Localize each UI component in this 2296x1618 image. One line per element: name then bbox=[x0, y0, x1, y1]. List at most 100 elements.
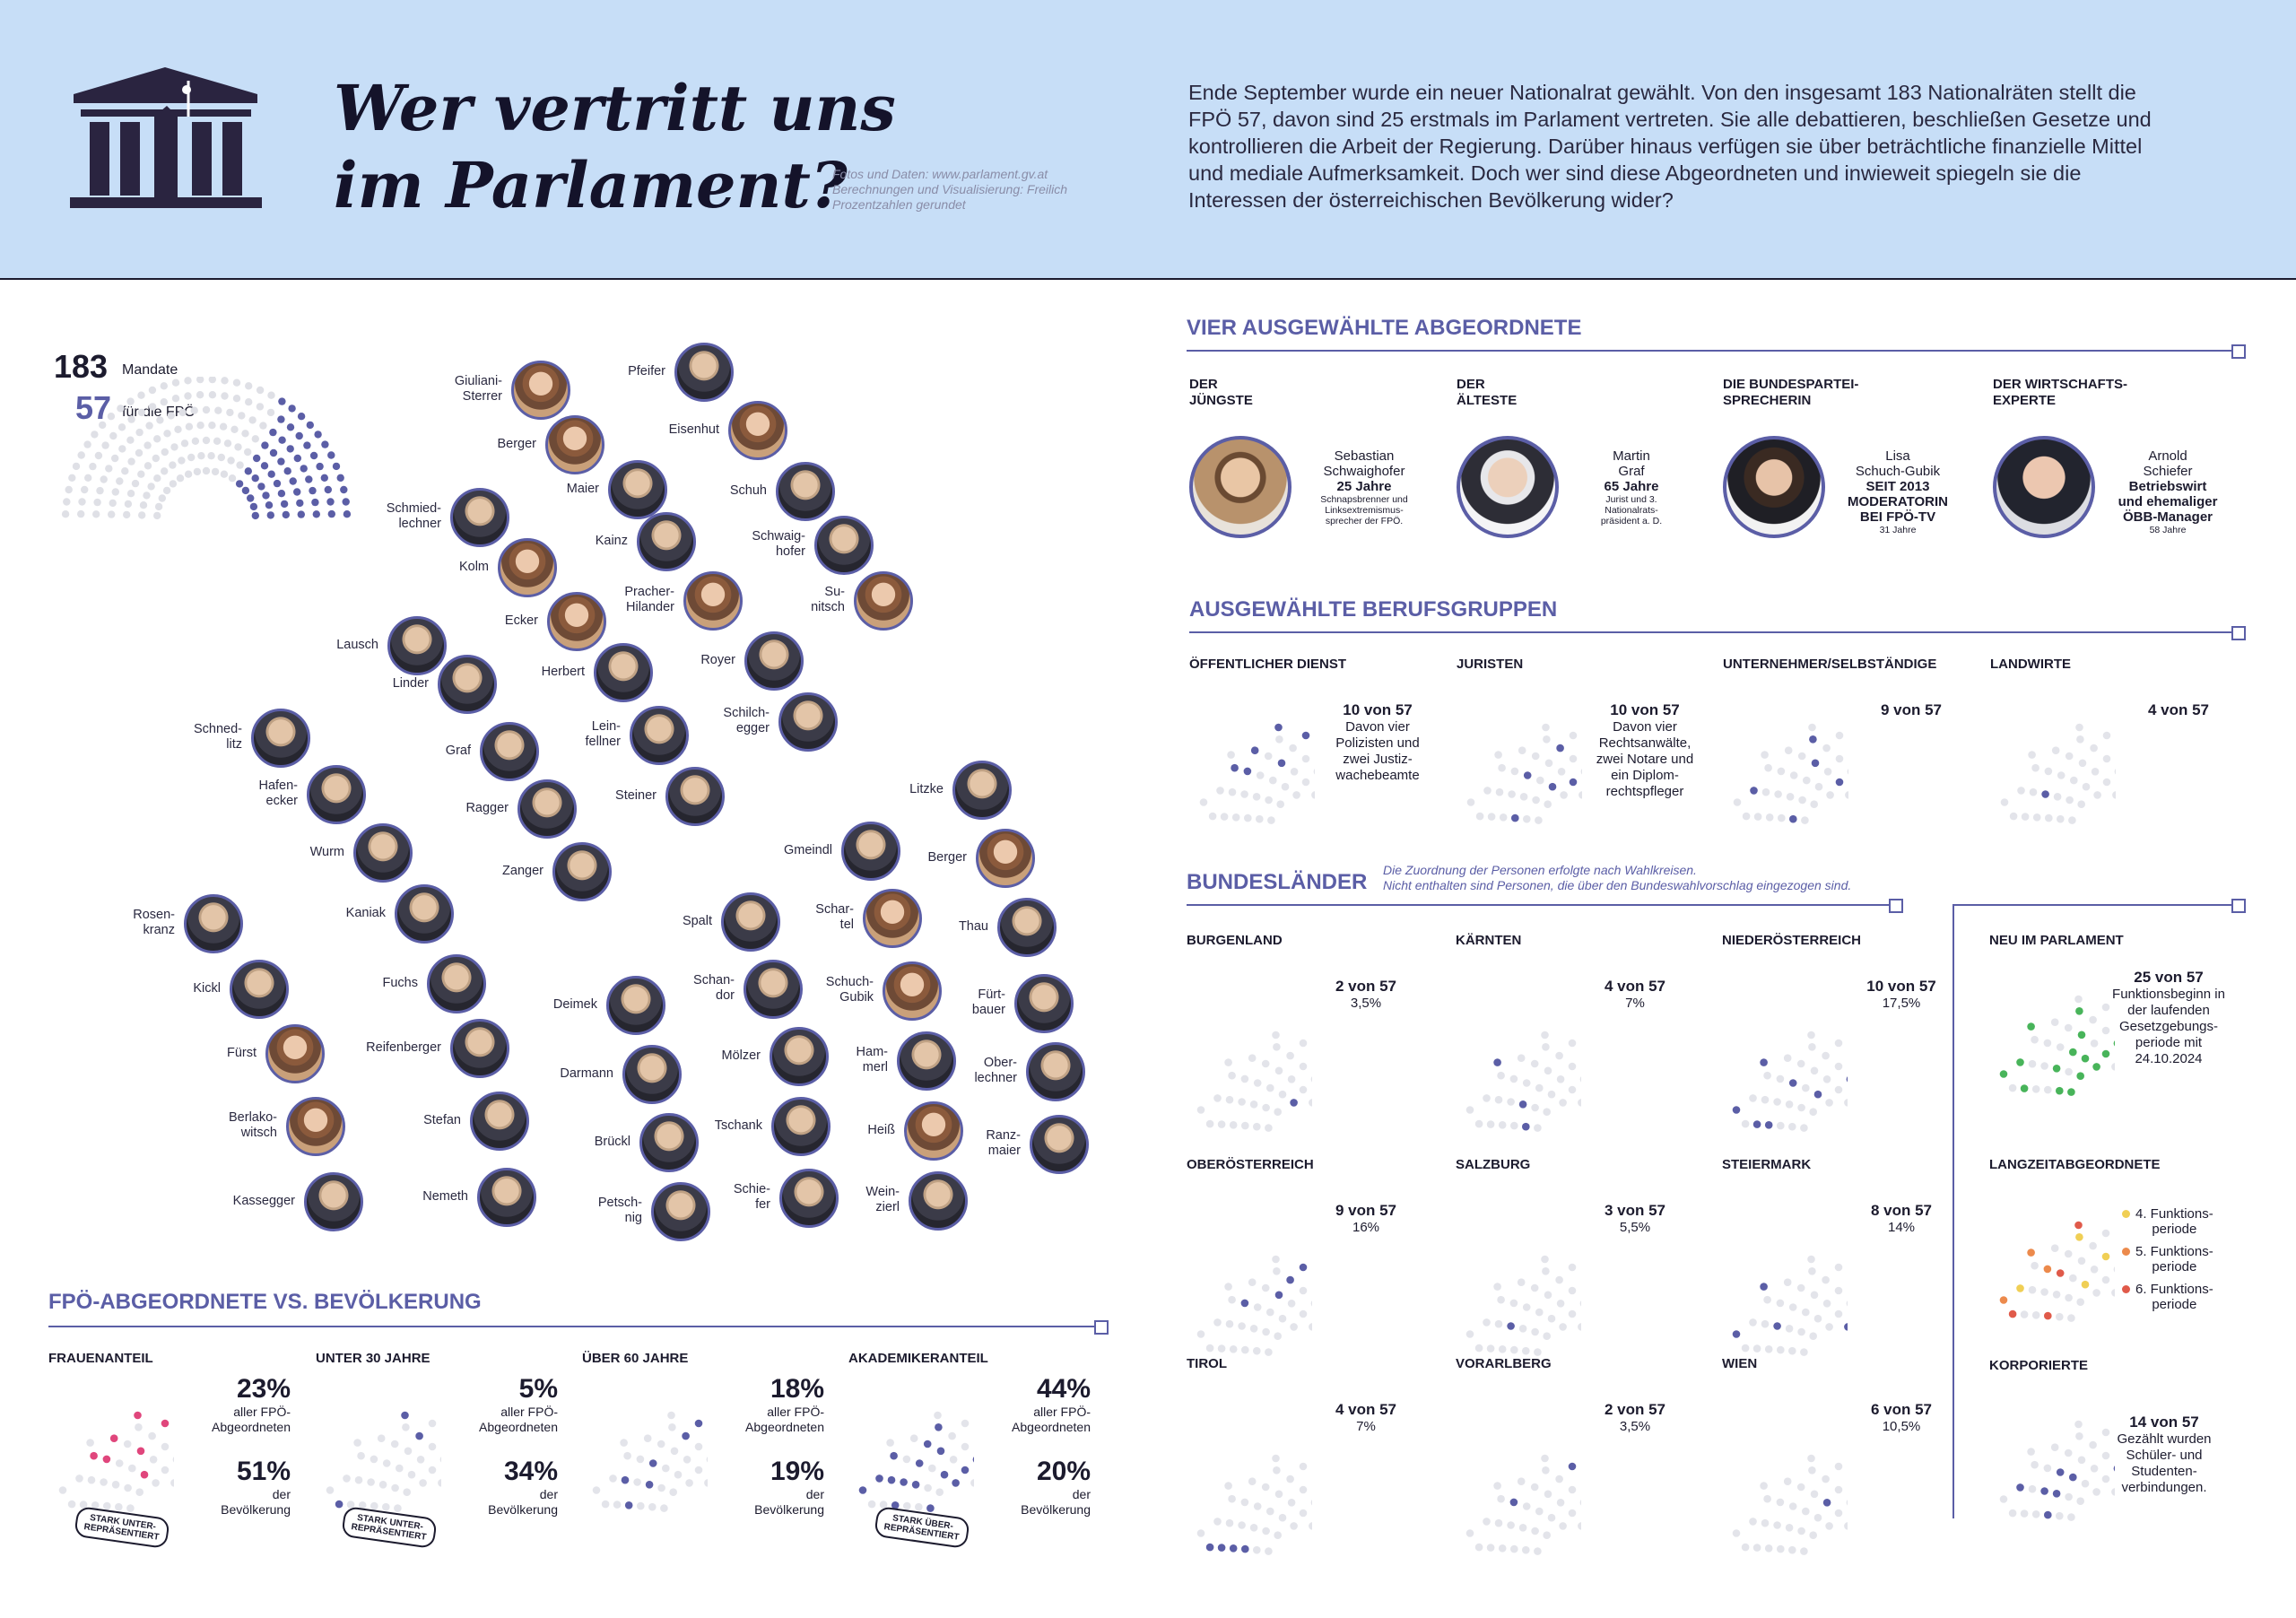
land-count: 10 von 57 bbox=[1866, 978, 1936, 995]
beruf-label: LANDWIRTE bbox=[1990, 657, 2071, 672]
seat-dot bbox=[390, 1440, 399, 1448]
seat-dot bbox=[674, 1470, 683, 1479]
seat-dot bbox=[1786, 793, 1795, 801]
member-photo bbox=[630, 706, 689, 765]
seat-dot bbox=[1238, 1322, 1246, 1330]
member-photo bbox=[480, 722, 539, 781]
beruf-stat: 10 von 57 Davon vier Polizisten und zwei … bbox=[1315, 701, 1440, 784]
member-name: Royer bbox=[700, 653, 735, 667]
seat-dot bbox=[2090, 1465, 2099, 1473]
seat-dot bbox=[1765, 813, 1774, 822]
seat-dot bbox=[1510, 1121, 1518, 1130]
seat-dot bbox=[257, 483, 265, 491]
seat-dot bbox=[1809, 735, 1817, 744]
seat-dot bbox=[220, 470, 229, 478]
member-name: Berger bbox=[927, 850, 967, 865]
seat-dot bbox=[280, 500, 289, 509]
seat-dot bbox=[1494, 1319, 1503, 1328]
member-photo bbox=[683, 571, 743, 631]
seat-dot bbox=[2056, 1511, 2064, 1520]
seat-dot bbox=[161, 1442, 170, 1451]
member-photo bbox=[251, 709, 310, 768]
seat-dot bbox=[153, 474, 161, 483]
seat-dot bbox=[169, 480, 178, 488]
seat-dot bbox=[320, 474, 328, 482]
vs-fpo-sub: aller FPÖ- Abgeordneten bbox=[479, 1405, 558, 1434]
member-name: Brückl bbox=[594, 1135, 631, 1149]
member-name: Petsch- nig bbox=[597, 1196, 642, 1225]
seat-dot bbox=[1752, 1344, 1761, 1353]
member-photo bbox=[304, 1172, 363, 1231]
fan-chart bbox=[1732, 1454, 1848, 1555]
seat-dot bbox=[377, 1434, 386, 1442]
member-photo bbox=[606, 976, 665, 1035]
mandates-total-label: Mandate bbox=[122, 362, 178, 378]
seat-dot bbox=[657, 1440, 665, 1448]
member-photo bbox=[651, 1182, 710, 1241]
seat-dot bbox=[136, 1447, 145, 1456]
seat-dot bbox=[926, 1504, 935, 1512]
seat-dot bbox=[1802, 1507, 1810, 1516]
vs-label: UNTER 30 JAHRE bbox=[316, 1351, 430, 1366]
seat-dot bbox=[196, 422, 204, 430]
fan-chart bbox=[1465, 1255, 1581, 1356]
seat-dot bbox=[1788, 1502, 1797, 1510]
seat-dot bbox=[184, 392, 192, 400]
seat-dot bbox=[109, 1434, 118, 1442]
seat-dot bbox=[2111, 1289, 2115, 1297]
seat-dot bbox=[278, 436, 286, 444]
seat-dot bbox=[890, 1451, 898, 1460]
seat-dot bbox=[247, 494, 255, 502]
land-pct: 16% bbox=[1352, 1220, 1380, 1235]
seat-dot bbox=[111, 1481, 120, 1489]
seat-dot bbox=[428, 1419, 437, 1428]
seat-dot bbox=[214, 406, 222, 414]
member-photo bbox=[498, 538, 557, 597]
seat-dot bbox=[1752, 1120, 1761, 1128]
seat-dot bbox=[1764, 1544, 1773, 1553]
beruf-count: 10 von 57 bbox=[1343, 701, 1413, 718]
seat-dot bbox=[694, 1442, 703, 1451]
seat-dot bbox=[2111, 1488, 2115, 1496]
seat-dot bbox=[1522, 1122, 1530, 1131]
seat-dot bbox=[1535, 1308, 1544, 1317]
seat-dot bbox=[273, 479, 282, 488]
seat-dot bbox=[1834, 1263, 1843, 1272]
seat-dot bbox=[1273, 1267, 1281, 1275]
seat-dot bbox=[1548, 782, 1557, 791]
seat-dot bbox=[370, 1455, 378, 1464]
seat-dot bbox=[2052, 1490, 2061, 1498]
seat-dot bbox=[1278, 1314, 1287, 1323]
seat-dot bbox=[1777, 1345, 1785, 1354]
seat-dot bbox=[223, 439, 232, 448]
seat-dot bbox=[1844, 1323, 1848, 1331]
seat-dot bbox=[91, 431, 99, 439]
seat-dot bbox=[1273, 1043, 1281, 1051]
seat-dot bbox=[2027, 1448, 2035, 1456]
seat-dot bbox=[1517, 1278, 1526, 1286]
seat-dot bbox=[1749, 1518, 1757, 1526]
seat-dot bbox=[2031, 1035, 2039, 1044]
seat-dot bbox=[2092, 1289, 2100, 1297]
seat-dot bbox=[1229, 1121, 1238, 1129]
seat-dot bbox=[101, 441, 109, 449]
seat-dot bbox=[2064, 1249, 2073, 1258]
seat-dot bbox=[1763, 1494, 1771, 1503]
seat-dot bbox=[1534, 1124, 1542, 1132]
seat-dot bbox=[1773, 1322, 1781, 1330]
seat-dot bbox=[1732, 1529, 1741, 1537]
seat-dot bbox=[143, 491, 151, 500]
seat-dot bbox=[277, 457, 285, 465]
seat-dot bbox=[61, 510, 70, 518]
seat-dot bbox=[2102, 754, 2111, 763]
seat-dot bbox=[1310, 1300, 1312, 1307]
seat-dot bbox=[1788, 1303, 1797, 1311]
seat-dot bbox=[1497, 1295, 1505, 1304]
langzeit-legend-item: 6. Funktions- periode bbox=[2122, 1282, 2221, 1312]
seat-dot bbox=[949, 1456, 958, 1464]
seat-dot bbox=[1261, 1483, 1270, 1492]
seat-dot bbox=[2044, 1085, 2052, 1094]
seat-dot bbox=[2089, 1241, 2097, 1250]
seat-dot bbox=[1813, 1513, 1822, 1522]
member-photo bbox=[307, 765, 366, 824]
